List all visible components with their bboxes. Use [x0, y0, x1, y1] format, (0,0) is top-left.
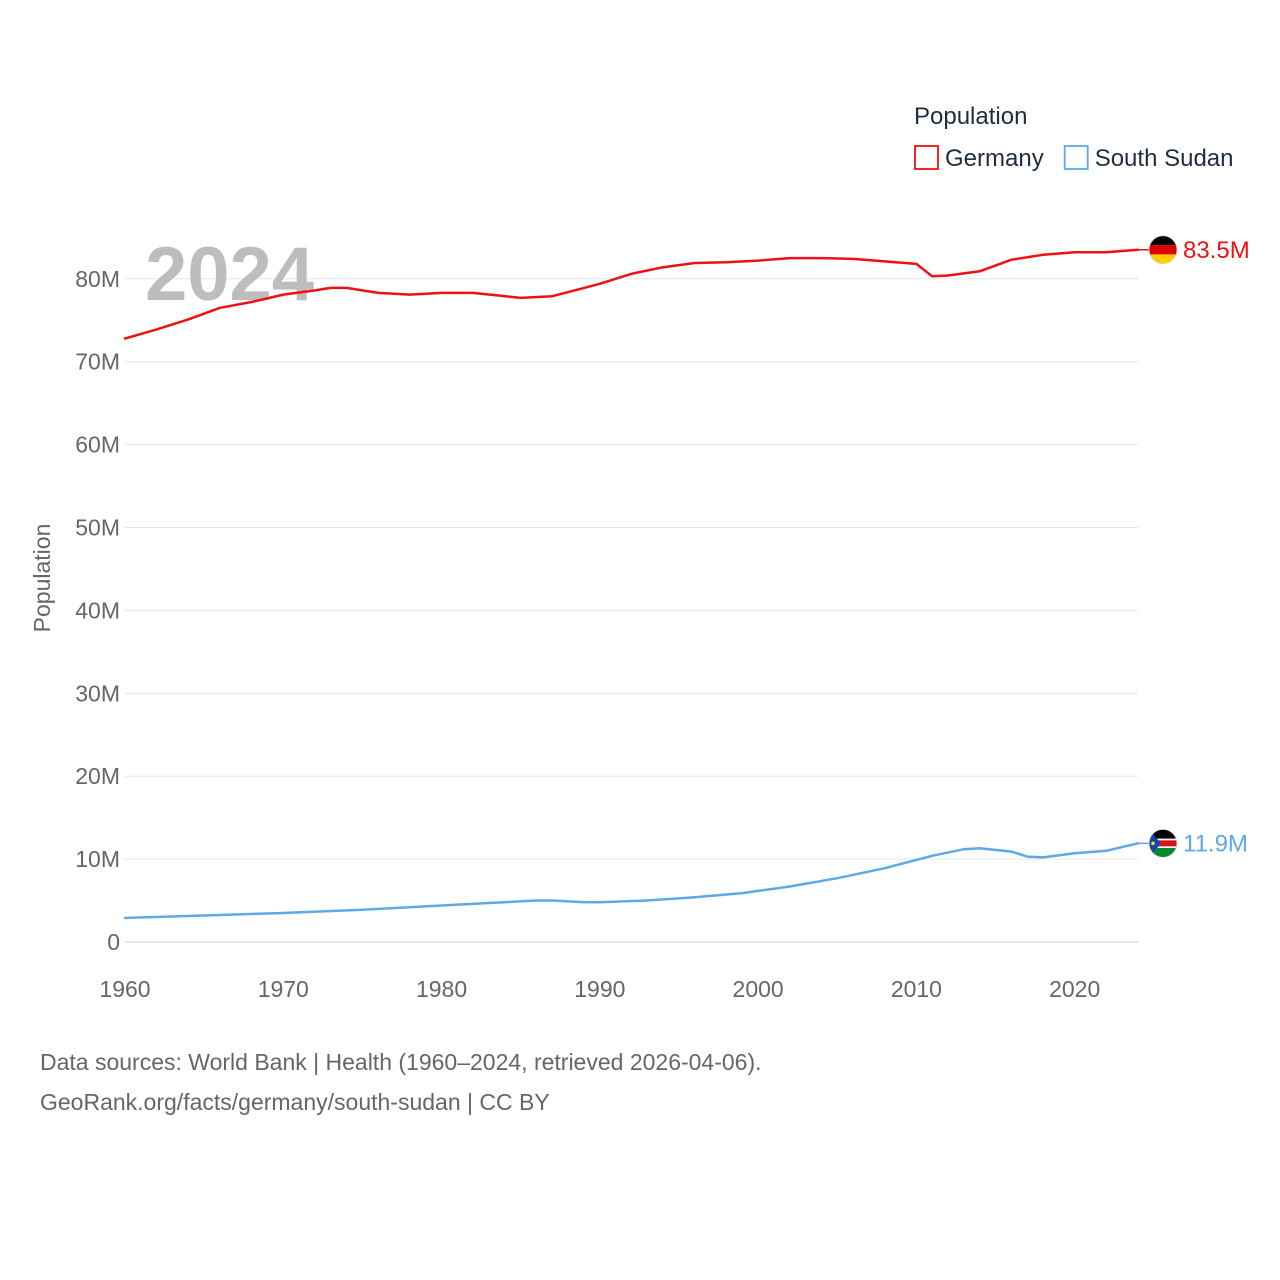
legend-swatch [914, 145, 939, 170]
legend-swatch [1063, 145, 1089, 170]
legend-label: South Sudan [1095, 145, 1234, 172]
legend-item-germany[interactable]: Germany [914, 145, 1044, 172]
y-tick-label: 40M [75, 597, 120, 623]
credit-line[interactable]: GeoRank.org/facts/germany/south-sudan | … [40, 1089, 550, 1115]
y-axis: 0 10M 20M 30M 40M 50M 60M 70M 80M [75, 266, 120, 955]
y-tick-label: 80M [75, 266, 120, 292]
x-tick-label: 1960 [99, 976, 150, 1002]
end-value-label: 11.9M [1183, 830, 1248, 857]
gridlines [125, 278, 1138, 943]
y-tick-label: 70M [75, 349, 120, 375]
series-lines: 83.5M 11.9M [123, 235, 1250, 920]
x-tick-label: 2000 [733, 976, 784, 1002]
legend-title: Population [914, 103, 1027, 130]
series-line-germany[interactable] [123, 248, 1140, 340]
x-tick-label: 2020 [1049, 976, 1100, 1002]
end-value-label: 83.5M [1183, 237, 1250, 264]
year-watermark: 2024 [145, 232, 314, 317]
y-tick-label: 10M [75, 846, 120, 872]
x-tick-label: 1970 [258, 976, 309, 1002]
y-tick-label: 30M [75, 680, 120, 706]
south-sudan-flag-icon [1148, 828, 1178, 858]
source-line: Data sources: World Bank | Health (1960–… [40, 1049, 762, 1075]
legend-item-south-sudan[interactable]: South Sudan [1063, 145, 1234, 172]
germany-flag-icon [1148, 235, 1178, 265]
series-line-south-sudan[interactable] [123, 842, 1140, 920]
x-tick-label: 2010 [891, 976, 942, 1002]
y-tick-label: 20M [75, 763, 120, 789]
x-tick-label: 1980 [416, 976, 467, 1002]
y-tick-label: 50M [75, 515, 120, 541]
y-tick-label: 60M [75, 432, 120, 458]
legend[interactable]: Population Germany South Sudan [914, 103, 1234, 172]
legend-label: Germany [945, 145, 1044, 172]
source-note: Data sources: World Bank | Health (1960–… [40, 1042, 762, 1122]
x-tick-label: 1990 [574, 976, 625, 1002]
y-tick-label: 0 [107, 929, 120, 955]
x-axis: 1960 1970 1980 1990 2000 2010 2020 [99, 976, 1100, 1002]
y-axis-title: Population [29, 524, 55, 633]
